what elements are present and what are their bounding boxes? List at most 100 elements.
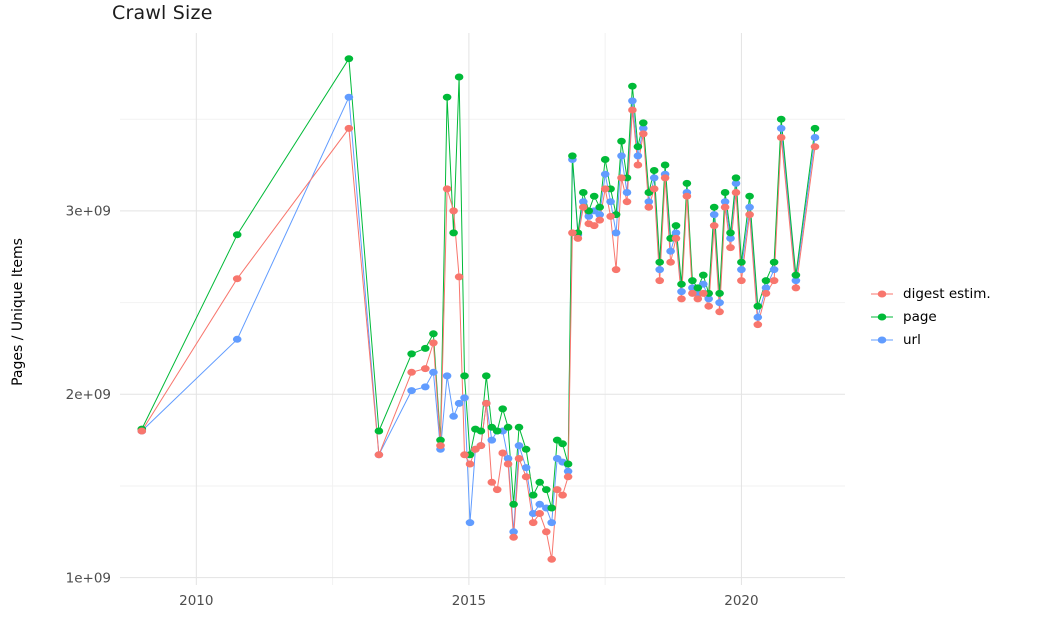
series-points-digest-estim bbox=[137, 106, 820, 563]
data-point-digest-estim bbox=[671, 234, 681, 242]
data-point-page bbox=[633, 143, 643, 151]
data-point-page bbox=[617, 137, 626, 145]
data-point-page bbox=[558, 440, 567, 448]
data-point-digest-estim bbox=[731, 189, 741, 196]
x-tick-label: 2015 bbox=[452, 593, 486, 609]
data-point-page bbox=[731, 174, 741, 182]
legend-key-icon-page bbox=[871, 313, 893, 321]
data-point-url bbox=[633, 152, 643, 160]
axis-tick-labels: 2010 2015 2020 1e+09 2e+09 3e+09 bbox=[66, 204, 759, 609]
data-point-digest-estim bbox=[628, 106, 637, 114]
data-point-digest-estim bbox=[429, 339, 438, 347]
data-point-page bbox=[693, 284, 703, 292]
data-point-page bbox=[715, 289, 724, 297]
data-point-page bbox=[503, 423, 513, 431]
data-point-page bbox=[791, 271, 801, 279]
data-point-digest-estim bbox=[677, 295, 686, 303]
data-point-url bbox=[644, 198, 654, 206]
data-point-page bbox=[482, 372, 491, 380]
data-point-digest-estim bbox=[726, 244, 735, 252]
data-point-page bbox=[579, 189, 588, 196]
data-point-digest-estim bbox=[709, 222, 719, 230]
data-point-digest-estim bbox=[720, 203, 730, 211]
data-point-digest-estim bbox=[776, 134, 786, 141]
data-point-digest-estim bbox=[449, 207, 458, 215]
data-point-url bbox=[704, 295, 713, 303]
data-point-url bbox=[465, 519, 475, 527]
data-point-digest-estim bbox=[595, 216, 604, 224]
gridlines bbox=[120, 33, 845, 585]
data-point-digest-estim bbox=[644, 203, 654, 211]
data-point-digest-estim bbox=[487, 478, 497, 486]
data-point-page bbox=[421, 344, 430, 352]
data-point-url bbox=[677, 288, 686, 296]
data-point-page bbox=[649, 167, 659, 174]
data-point-url bbox=[454, 399, 464, 407]
data-point-digest-estim bbox=[704, 302, 713, 310]
data-point-digest-estim bbox=[715, 308, 724, 316]
data-point-page bbox=[436, 436, 445, 444]
data-point-page bbox=[720, 189, 730, 196]
data-point-url bbox=[611, 229, 621, 237]
data-point-page bbox=[671, 222, 681, 230]
series-path-page bbox=[141, 57, 816, 509]
data-point-url bbox=[745, 203, 754, 211]
data-point-page bbox=[600, 156, 610, 163]
data-point-page bbox=[509, 500, 518, 508]
data-point-page bbox=[232, 231, 242, 239]
legend-item-digest-estim: digest estim. bbox=[869, 286, 991, 302]
series-line-digest-estim bbox=[141, 109, 816, 560]
data-point-url bbox=[753, 313, 763, 321]
data-point-url bbox=[617, 152, 626, 160]
data-point-page bbox=[563, 460, 573, 468]
data-point-digest-estim bbox=[558, 491, 567, 499]
data-point-url bbox=[776, 124, 786, 132]
data-point-page bbox=[753, 302, 763, 310]
data-point-page bbox=[498, 405, 508, 413]
data-point-digest-estim bbox=[528, 519, 538, 527]
y-tick-label: 3e+09 bbox=[66, 204, 111, 220]
data-point-url bbox=[737, 266, 746, 274]
data-point-url bbox=[421, 383, 430, 391]
data-point-url bbox=[715, 299, 724, 307]
y-tick-label: 2e+09 bbox=[66, 387, 111, 403]
data-point-page bbox=[810, 124, 820, 132]
data-point-url bbox=[487, 436, 497, 444]
data-point-url bbox=[600, 170, 610, 178]
data-point-digest-estim bbox=[753, 321, 763, 329]
legend-key-dot bbox=[877, 290, 887, 298]
legend-item-page: page bbox=[869, 309, 991, 325]
data-point-digest-estim bbox=[649, 185, 659, 193]
data-point-page bbox=[628, 82, 637, 90]
data-point-digest-estim bbox=[810, 143, 820, 151]
data-point-url bbox=[429, 368, 438, 376]
data-point-page bbox=[476, 427, 486, 435]
data-point-page bbox=[568, 152, 577, 160]
data-point-url bbox=[442, 372, 452, 380]
data-point-page bbox=[492, 427, 502, 435]
data-point-digest-estim bbox=[407, 368, 416, 376]
data-point-page bbox=[737, 258, 746, 266]
data-point-digest-estim bbox=[791, 284, 801, 292]
data-point-url bbox=[649, 174, 659, 182]
data-point-page bbox=[761, 277, 771, 285]
data-point-page bbox=[344, 55, 354, 63]
data-point-url bbox=[563, 467, 573, 475]
data-point-url bbox=[666, 247, 675, 255]
data-point-digest-estim bbox=[745, 211, 754, 219]
data-point-digest-estim bbox=[542, 528, 551, 536]
data-point-digest-estim bbox=[769, 277, 779, 285]
legend-key-dot bbox=[877, 336, 887, 344]
data-point-digest-estim bbox=[509, 533, 518, 541]
data-point-digest-estim bbox=[436, 442, 445, 450]
data-point-page bbox=[542, 486, 551, 494]
data-point-digest-estim bbox=[442, 185, 452, 193]
data-point-url bbox=[232, 335, 242, 343]
data-point-url bbox=[547, 519, 556, 527]
legend-label-url: url bbox=[903, 332, 921, 348]
data-point-digest-estim bbox=[761, 289, 771, 297]
data-point-digest-estim bbox=[655, 277, 664, 285]
data-point-page bbox=[429, 330, 438, 338]
legend-key-icon-digest-estim bbox=[871, 290, 893, 298]
data-point-digest-estim bbox=[535, 510, 544, 517]
